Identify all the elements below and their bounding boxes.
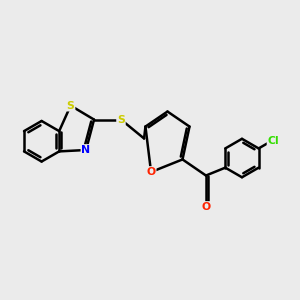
Text: N: N — [81, 145, 91, 155]
Text: Cl: Cl — [268, 136, 279, 146]
Text: S: S — [67, 100, 74, 111]
Text: O: O — [201, 202, 211, 212]
Text: O: O — [146, 167, 156, 177]
Text: S: S — [117, 115, 125, 124]
